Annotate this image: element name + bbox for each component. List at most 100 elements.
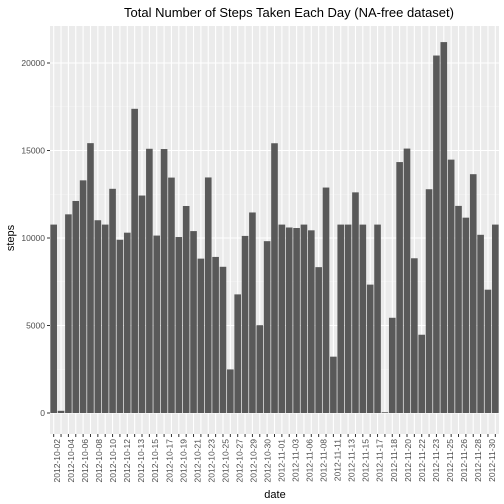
x-tick-label: 2012-10-23 bbox=[206, 439, 216, 483]
bar-2012-11-19 bbox=[411, 258, 418, 413]
x-tick-label: 2012-11-22 bbox=[417, 439, 427, 482]
x-tick-label: 2012-10-25 bbox=[220, 439, 230, 483]
bar-2012-11-08 bbox=[330, 356, 337, 413]
x-tick-label: 2012-10-27 bbox=[234, 439, 244, 483]
bar-2012-10-05 bbox=[79, 180, 87, 413]
x-tick-label: 2012-11-25 bbox=[445, 439, 455, 482]
bar-2012-10-10 bbox=[116, 239, 124, 413]
x-tick-label: 2012-11-13 bbox=[347, 439, 357, 482]
bar-2012-10-17 bbox=[168, 177, 175, 413]
x-tick-label: 2012-11-23 bbox=[431, 439, 441, 482]
bar-2012-10-29 bbox=[256, 325, 264, 413]
bar-2012-11-23 bbox=[440, 42, 448, 413]
x-tick-label: 2012-11-15 bbox=[361, 439, 371, 482]
bar-2012-10-26 bbox=[234, 294, 241, 413]
bar-2012-10-03 bbox=[65, 214, 72, 413]
y-tick-label: 0 bbox=[40, 408, 45, 418]
x-tick-label: 2012-10-17 bbox=[164, 439, 174, 483]
bar-2012-11-30 bbox=[492, 224, 499, 413]
bar-2012-11-18 bbox=[403, 148, 411, 413]
x-axis-title: date bbox=[264, 489, 285, 501]
bar-2012-10-15 bbox=[153, 235, 161, 413]
y-tick-label: 15000 bbox=[21, 146, 45, 156]
bar-2012-10-04 bbox=[72, 200, 80, 413]
bar-2012-10-12 bbox=[131, 108, 138, 413]
x-tick-label: 2012-10-19 bbox=[178, 439, 188, 483]
bar-2012-11-28 bbox=[477, 234, 484, 413]
bar-2012-10-22 bbox=[204, 177, 212, 413]
x-axis: 2012-10-02 2012-10-04 2012-10-06 2012-10-08… bbox=[52, 434, 497, 482]
bar-2012-10-02 bbox=[57, 410, 65, 413]
x-tick-label: 2012-11-18 bbox=[389, 439, 399, 482]
bar-2012-10-30 bbox=[263, 241, 271, 413]
bar-2012-11-05 bbox=[307, 230, 315, 413]
bar-2012-11-09 bbox=[337, 224, 345, 413]
bar-2012-11-06 bbox=[315, 267, 322, 413]
bar-2012-11-04 bbox=[300, 224, 308, 413]
bar-2012-11-12 bbox=[359, 224, 367, 413]
y-tick-label: 10000 bbox=[21, 233, 45, 243]
bar-2012-11-25 bbox=[455, 205, 462, 413]
bar-2012-10-08 bbox=[101, 224, 109, 413]
bar-2012-10-19 bbox=[182, 205, 190, 413]
chart-title: Total Number of Steps Taken Each Day (NA… bbox=[124, 5, 454, 20]
bar-2012-11-21 bbox=[425, 189, 433, 413]
x-tick-label: 2012-10-30 bbox=[262, 439, 272, 483]
x-tick-label: 2012-10-13 bbox=[136, 439, 146, 483]
x-tick-label: 2012-11-06 bbox=[305, 439, 315, 482]
y-axis-title: steps bbox=[5, 224, 17, 251]
bar-2012-10-25 bbox=[227, 369, 234, 413]
x-tick-label: 2012-10-02 bbox=[52, 439, 62, 483]
bar-2012-11-22 bbox=[433, 55, 440, 413]
x-tick-label: 2012-11-17 bbox=[375, 439, 385, 482]
bar-2012-11-14 bbox=[374, 224, 381, 413]
bar-2012-11-07 bbox=[322, 187, 330, 413]
bar-2012-11-24 bbox=[447, 159, 455, 413]
x-tick-label: 2012-11-01 bbox=[277, 439, 287, 482]
bar-2012-11-29 bbox=[484, 289, 492, 413]
bar-2012-11-17 bbox=[396, 162, 403, 413]
bar-2012-10-09 bbox=[109, 188, 116, 413]
bar-2012-10-24 bbox=[219, 266, 227, 413]
bar-2012-10-01 bbox=[50, 224, 57, 413]
x-tick-label: 2012-11-26 bbox=[459, 439, 469, 482]
bar-2012-10-14 bbox=[146, 148, 153, 413]
bar-2012-11-13 bbox=[366, 284, 374, 413]
bars bbox=[50, 42, 499, 413]
bar-2012-11-20 bbox=[418, 334, 426, 413]
bar-2012-11-16 bbox=[388, 317, 396, 413]
y-tick-label: 20000 bbox=[21, 58, 45, 68]
bar-2012-10-07 bbox=[94, 220, 102, 413]
x-tick-label: 2012-11-03 bbox=[291, 439, 301, 482]
bar-2012-10-06 bbox=[87, 143, 94, 413]
bar-2012-11-10 bbox=[344, 224, 352, 413]
bar-2012-11-27 bbox=[469, 174, 477, 413]
bar-2012-11-11 bbox=[352, 192, 359, 413]
x-tick-label: 2012-11-30 bbox=[487, 439, 497, 482]
bar-2012-10-13 bbox=[138, 195, 146, 413]
bar-2012-11-02 bbox=[285, 227, 293, 413]
y-axis: 0 5000 10000 15000 20000 bbox=[21, 58, 50, 418]
x-tick-label: 2012-10-12 bbox=[122, 439, 132, 483]
x-tick-label: 2012-10-04 bbox=[66, 439, 76, 483]
x-tick-label: 2012-10-29 bbox=[248, 439, 258, 483]
bar-2012-10-28 bbox=[249, 212, 256, 413]
x-tick-label: 2012-10-15 bbox=[150, 439, 160, 483]
y-tick-label: 5000 bbox=[26, 321, 45, 331]
bar-2012-10-20 bbox=[190, 231, 197, 413]
bar-2012-10-27 bbox=[241, 235, 249, 413]
bar-2012-10-11 bbox=[123, 232, 131, 413]
x-tick-label: 2012-10-10 bbox=[108, 439, 118, 483]
x-tick-label: 2012-10-06 bbox=[80, 439, 90, 483]
bar-2012-10-21 bbox=[197, 258, 205, 413]
bar-2012-10-18 bbox=[175, 237, 183, 413]
bar-2012-10-16 bbox=[160, 149, 168, 413]
bar-2012-11-26 bbox=[462, 217, 470, 413]
x-tick-label: 2012-10-08 bbox=[94, 439, 104, 483]
bar-2012-11-01 bbox=[278, 224, 286, 413]
bar-2012-11-15 bbox=[381, 412, 389, 413]
x-tick-label: 2012-11-11 bbox=[333, 439, 343, 481]
x-tick-label: 2012-11-08 bbox=[319, 439, 329, 482]
x-tick-label: 2012-10-21 bbox=[192, 439, 202, 483]
